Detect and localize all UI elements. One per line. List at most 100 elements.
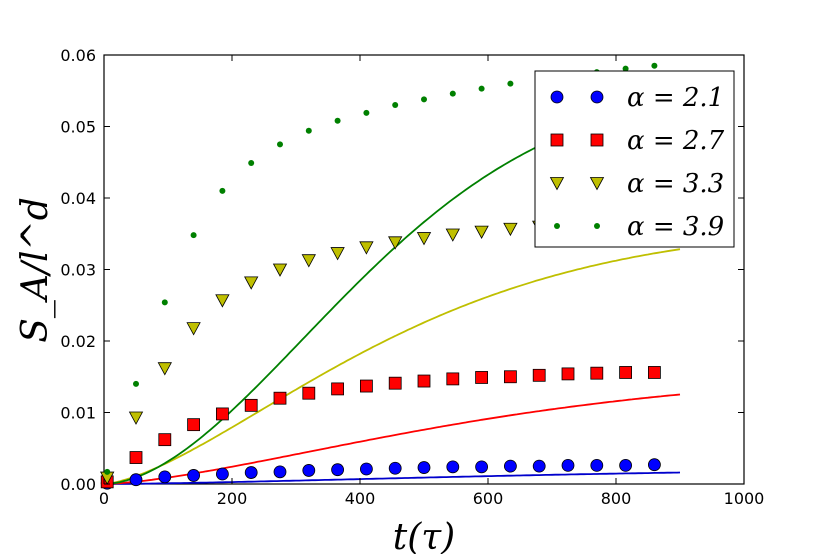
legend-label: α = 2.1 [627, 83, 724, 113]
data-point [219, 187, 226, 194]
fit-line [104, 471, 681, 485]
fit-line [103, 393, 681, 485]
data-point [475, 460, 489, 474]
y-tick-label: 0.06 [60, 46, 96, 65]
data-point [215, 407, 229, 421]
data-point [532, 459, 546, 473]
data-point [158, 470, 172, 484]
data-point [417, 461, 431, 474]
data-point [561, 367, 575, 381]
data-point [248, 159, 255, 166]
data-point [157, 362, 172, 376]
data-point [129, 451, 143, 464]
data-point [651, 62, 658, 69]
legend-entries: α = 2.1 α = 2.7 α = 3.3 α = 3.9 [549, 83, 725, 242]
data-point [590, 459, 604, 472]
x-tick-label: 0 [99, 489, 109, 508]
x-tick-label: 1000 [724, 489, 765, 508]
data-point [589, 177, 605, 191]
data-point [305, 127, 312, 134]
data-point [187, 418, 201, 432]
data-point [446, 460, 460, 474]
data-point [273, 391, 287, 405]
data-point [507, 80, 514, 87]
data-point [532, 368, 546, 382]
data-point [388, 376, 402, 390]
data-point [302, 386, 316, 400]
data-point [416, 232, 432, 246]
data-point [648, 458, 661, 472]
legend-box [534, 70, 735, 248]
data-point [622, 65, 629, 72]
data-point [445, 228, 460, 242]
y-tick-label: 0.03 [60, 261, 96, 280]
data-point [550, 133, 564, 147]
data-point [421, 96, 427, 103]
data-point [359, 241, 374, 255]
data-point [619, 459, 632, 472]
data-point [104, 468, 111, 475]
y-tick-label: 0.02 [60, 332, 96, 351]
data-point [549, 177, 565, 191]
legend-label: α = 2.7 [627, 126, 725, 156]
data-point [128, 411, 144, 425]
data-point [590, 366, 604, 380]
y-tick-label: 0.00 [60, 475, 96, 494]
data-point [388, 461, 402, 475]
data-point [330, 247, 345, 261]
data-markers [100, 62, 662, 490]
x-tick-label: 200 [217, 489, 248, 508]
data-point [392, 102, 399, 109]
y-tick-label: 0.04 [60, 189, 96, 208]
legend-label: α = 3.9 [627, 212, 724, 242]
legend-label: α = 3.3 [627, 169, 724, 199]
data-point [561, 459, 575, 472]
data-point [190, 232, 197, 239]
legend: α = 2.1 α = 2.7 α = 3.3 α = 3.9 [534, 70, 735, 248]
data-point [215, 467, 229, 481]
data-point [417, 374, 431, 388]
data-point [475, 371, 489, 384]
x-tick-label: 800 [601, 489, 632, 508]
x-axis-label: t(τ) [393, 517, 455, 554]
fit-line [103, 248, 681, 485]
data-point [331, 463, 345, 477]
data-point [272, 263, 288, 277]
data-point [446, 372, 460, 386]
data-point [133, 380, 139, 387]
data-point [590, 90, 604, 104]
data-point [244, 398, 258, 412]
data-point [129, 473, 143, 487]
data-point [244, 276, 259, 290]
data-point [474, 225, 489, 239]
y-tick-label: 0.05 [60, 118, 96, 137]
data-point [594, 223, 600, 229]
axis-ticks: 0 200 400 600 800 1000 0.00 0.01 0.02 0.03 0.04 0.0… [60, 46, 764, 508]
data-point [186, 322, 201, 336]
data-point [158, 433, 172, 447]
data-point [187, 469, 201, 482]
data-point [359, 379, 373, 393]
data-point [331, 382, 345, 396]
data-point [503, 459, 517, 473]
data-point [244, 466, 258, 479]
data-point [302, 464, 316, 477]
x-tick-label: 400 [345, 489, 376, 508]
data-point [334, 117, 341, 124]
data-point [273, 465, 287, 479]
data-point [503, 370, 517, 384]
y-tick-label: 0.01 [60, 404, 96, 423]
x-tick-label: 600 [473, 489, 504, 508]
data-point [550, 90, 564, 104]
data-point [277, 141, 283, 148]
y-axis-label: S_A/l^d [15, 197, 56, 343]
data-point [554, 223, 560, 229]
data-point [590, 133, 604, 147]
data-point [648, 366, 661, 379]
data-point [478, 85, 485, 92]
data-point [619, 366, 632, 379]
data-point [301, 254, 316, 268]
data-point [215, 294, 230, 308]
data-point [161, 299, 168, 306]
